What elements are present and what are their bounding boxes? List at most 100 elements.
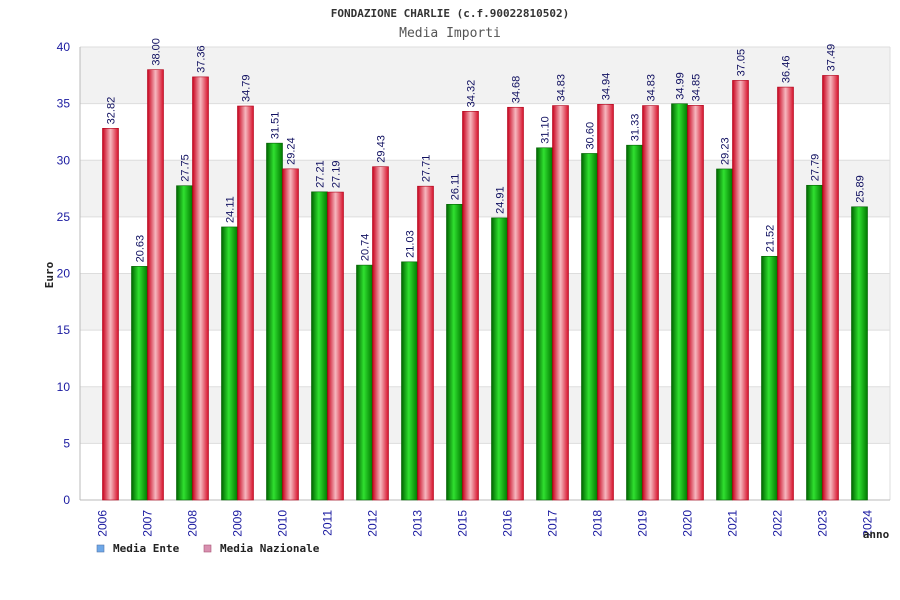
data-label-media-nazionale-2013: 27.71 — [421, 155, 433, 183]
data-label-media-nazionale-2020: 34.85 — [691, 74, 703, 102]
bar-media-ente-2007 — [131, 266, 148, 501]
data-label-media-ente-2019: 31.33 — [630, 114, 642, 142]
data-label-media-ente-2007: 20.63 — [135, 235, 147, 263]
plot-band — [80, 47, 890, 104]
data-label-media-nazionale-2009: 34.79 — [241, 74, 253, 102]
bar-media-ente-2013 — [401, 261, 418, 501]
y-tick-label: 20 — [57, 267, 71, 281]
x-tick-label-2022: 2022 — [771, 510, 785, 537]
chart-title: FONDAZIONE CHARLIE (c.f.90022810502) — [331, 7, 569, 20]
y-tick-label: 30 — [57, 153, 71, 167]
data-label-media-nazionale-2019: 34.83 — [646, 74, 658, 102]
bar-media-ente-2009 — [221, 226, 238, 501]
data-label-media-nazionale-2016: 34.68 — [511, 76, 523, 104]
x-axis-label: anno — [863, 528, 890, 541]
legend-swatch-media-ente — [96, 544, 105, 553]
data-label-media-ente-2008: 27.75 — [180, 154, 192, 182]
x-tick-label-2020: 2020 — [681, 510, 695, 537]
bar-media-nazionale-2015 — [462, 111, 479, 501]
data-label-media-nazionale-2017: 34.83 — [556, 74, 568, 102]
bar-media-ente-2016 — [491, 217, 508, 501]
bar-media-nazionale-2009 — [237, 105, 254, 501]
x-tick-label-2009: 2009 — [231, 510, 245, 537]
data-label-media-nazionale-2007: 38.00 — [151, 38, 163, 66]
y-axis-ticks: 0 5 10 15 20 25 30 35 40 — [57, 40, 71, 507]
x-tick-label-2006: 2006 — [96, 510, 110, 537]
x-tick-label-2021: 2021 — [726, 510, 740, 537]
bar-media-ente-2023 — [806, 184, 823, 501]
bar-media-nazionale-2017 — [552, 105, 569, 501]
x-tick-label-2013: 2013 — [411, 510, 425, 537]
data-label-media-nazionale-2012: 29.43 — [376, 135, 388, 163]
bar-media-nazionale-2012 — [372, 166, 389, 501]
plot-band — [80, 386, 890, 444]
data-label-media-ente-2009: 24.11 — [225, 196, 237, 223]
bar-media-nazionale-2023 — [822, 75, 839, 501]
legend-label-media-ente: Media Ente — [113, 542, 180, 555]
y-tick-label: 40 — [57, 40, 71, 54]
data-label-media-nazionale-2022: 36.46 — [781, 56, 793, 84]
bar-media-ente-2011 — [311, 191, 328, 501]
bar-media-nazionale-2016 — [507, 106, 524, 501]
data-label-media-ente-2022: 21.52 — [765, 225, 777, 253]
bar-media-nazionale-2006 — [102, 128, 119, 501]
y-tick-label: 25 — [57, 210, 71, 224]
data-label-media-ente-2015: 26.11 — [450, 174, 462, 201]
data-label-media-ente-2018: 30.60 — [585, 122, 597, 150]
x-tick-label-2019: 2019 — [636, 510, 650, 537]
bar-media-nazionale-2018 — [597, 104, 614, 501]
bar-media-nazionale-2010 — [282, 168, 299, 501]
bar-media-nazionale-2019 — [642, 105, 659, 501]
bar-media-ente-2019 — [626, 144, 643, 501]
bar-media-ente-2015 — [446, 204, 463, 501]
bar-media-ente-2022 — [761, 255, 778, 501]
data-label-media-nazionale-2021: 37.05 — [736, 49, 748, 77]
data-label-media-nazionale-2008: 37.36 — [196, 45, 208, 73]
data-label-media-nazionale-2023: 37.49 — [826, 44, 838, 72]
bar-media-ente-2024 — [851, 206, 868, 501]
bar-media-nazionale-2013 — [417, 185, 434, 501]
data-label-media-nazionale-2018: 34.94 — [601, 73, 613, 101]
x-tick-label-2011: 2011 — [321, 510, 335, 536]
y-tick-label: 15 — [57, 323, 71, 337]
x-tick-label-2012: 2012 — [366, 510, 380, 537]
legend: Media Ente Media Nazionale — [96, 542, 320, 555]
data-label-media-ente-2020: 34.99 — [675, 72, 687, 100]
data-label-media-ente-2021: 29.23 — [720, 137, 732, 165]
data-label-media-ente-2016: 24.91 — [495, 186, 507, 214]
data-label-media-ente-2017: 31.10 — [540, 116, 552, 144]
data-label-media-ente-2013: 21.03 — [405, 230, 417, 258]
chart-subtitle: Media Importi — [399, 26, 501, 41]
bars — [102, 69, 868, 501]
bar-media-nazionale-2020 — [687, 105, 704, 501]
x-tick-label-2024: 2024 — [861, 510, 875, 537]
plot-band — [80, 273, 890, 331]
data-label-media-nazionale-2010: 29.24 — [286, 137, 298, 165]
bar-media-ente-2012 — [356, 264, 373, 501]
bar-media-nazionale-2007 — [147, 69, 164, 501]
data-label-media-nazionale-2011: 27.19 — [331, 161, 343, 189]
data-label-media-nazionale-2015: 34.32 — [466, 80, 478, 108]
bar-media-nazionale-2022 — [777, 86, 794, 501]
data-label-media-ente-2011: 27.21 — [315, 160, 327, 188]
legend-label-media-nazionale: Media Nazionale — [220, 542, 320, 555]
bar-media-ente-2017 — [536, 147, 553, 501]
bar-media-ente-2008 — [176, 185, 193, 501]
bar-media-nazionale-2011 — [327, 191, 344, 501]
y-tick-label: 35 — [57, 97, 71, 111]
x-tick-label-2018: 2018 — [591, 510, 605, 537]
x-tick-label-2017: 2017 — [546, 510, 560, 537]
data-label-media-ente-2010: 31.51 — [270, 112, 282, 140]
bar-media-ente-2020 — [671, 103, 688, 501]
x-tick-label-2023: 2023 — [816, 510, 830, 537]
gridlines — [79, 46, 891, 501]
x-tick-label-2015: 2015 — [456, 510, 470, 537]
bar-media-nazionale-2008 — [192, 76, 209, 501]
bar-media-ente-2010 — [266, 142, 283, 501]
bar-media-ente-2021 — [716, 168, 733, 501]
data-label-media-nazionale-2006: 32.82 — [106, 97, 118, 125]
plot-band — [80, 160, 890, 217]
legend-swatch-media-nazionale — [203, 544, 212, 553]
x-tick-label-2016: 2016 — [501, 510, 515, 537]
